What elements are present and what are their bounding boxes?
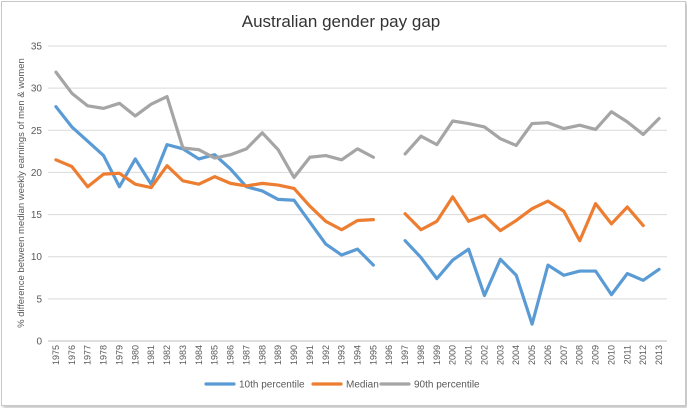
x-tick-label: 2010 <box>606 345 616 365</box>
x-tick-label: 1979 <box>114 345 124 365</box>
y-tick-label: 10 <box>31 252 43 263</box>
x-tick-label: 1982 <box>162 345 172 365</box>
x-tick-label: 2003 <box>495 345 505 365</box>
chart-title: Australian gender pay gap <box>242 12 440 31</box>
x-tick-label: 2013 <box>654 345 664 365</box>
x-tick-label: 1988 <box>257 345 267 365</box>
y-tick-label: 20 <box>31 168 43 179</box>
y-tick-label: 5 <box>36 294 42 305</box>
x-tick-label: 1978 <box>99 345 109 365</box>
x-tick-label: 1985 <box>210 345 220 365</box>
series-lines <box>54 70 661 326</box>
y-tick-label: 0 <box>36 337 42 348</box>
series-line-0 <box>54 105 661 326</box>
x-tick-label: 1992 <box>321 345 331 365</box>
x-tick-label: 2011 <box>622 345 632 364</box>
series-line-2 <box>54 70 661 180</box>
x-tick-label: 1975 <box>51 345 61 365</box>
legend-item: 90th percentile <box>379 380 480 391</box>
x-tick-label: 2005 <box>527 345 537 365</box>
y-tick-label: 25 <box>31 126 43 137</box>
x-tick-label: 1983 <box>178 345 188 365</box>
legend: 10th percentile Median 90th percentile <box>204 380 480 391</box>
x-tick-label: 1996 <box>384 345 394 365</box>
x-tick-label: 1977 <box>83 345 93 365</box>
x-tick-label: 1995 <box>368 345 378 365</box>
x-tick-label: 2006 <box>543 345 553 365</box>
x-tick-label: 1998 <box>416 345 426 365</box>
y-axis-label: % difference between median weekly earni… <box>16 58 27 328</box>
x-tick-label: 1997 <box>400 345 410 365</box>
x-tick-label: 2001 <box>464 345 474 365</box>
x-tick-label: 1999 <box>432 345 442 365</box>
gridlines <box>48 45 667 342</box>
legend-label: 90th percentile <box>414 380 480 391</box>
x-tick-label: 1990 <box>289 345 299 365</box>
series-line-1 <box>54 158 645 243</box>
y-axis-ticks: 0 5 10 15 20 25 30 35 <box>31 42 43 348</box>
x-tick-label: 2008 <box>575 345 585 365</box>
x-tick-label: 1987 <box>241 345 251 365</box>
legend-item: Median <box>311 380 379 391</box>
x-tick-label: 1986 <box>226 345 236 365</box>
x-tick-label: 1981 <box>146 345 156 365</box>
y-tick-label: 30 <box>31 84 43 95</box>
x-tick-label: 1980 <box>130 345 140 365</box>
x-tick-label: 2004 <box>511 345 521 365</box>
x-tick-label: 2000 <box>448 345 458 365</box>
x-tick-label: 1984 <box>194 345 204 365</box>
y-tick-label: 15 <box>31 210 43 221</box>
x-tick-label: 1994 <box>353 345 363 365</box>
x-axis-ticks: 1975 1976 1977 1978 1979 1980 1981 1982 1983 1984… <box>51 345 664 365</box>
x-tick-label: 1993 <box>337 345 347 365</box>
y-tick-label: 35 <box>31 42 43 53</box>
x-tick-label: 2012 <box>638 345 648 365</box>
x-tick-label: 1989 <box>273 345 283 365</box>
x-tick-label: 1991 <box>305 345 315 365</box>
x-tick-label: 2009 <box>591 345 601 365</box>
legend-label: Median <box>346 380 379 391</box>
x-tick-label: 2007 <box>559 345 569 365</box>
x-tick-label: 2002 <box>479 345 489 365</box>
legend-label: 10th percentile <box>239 380 305 391</box>
x-tick-label: 1976 <box>67 345 77 365</box>
legend-item: 10th percentile <box>204 380 305 391</box>
